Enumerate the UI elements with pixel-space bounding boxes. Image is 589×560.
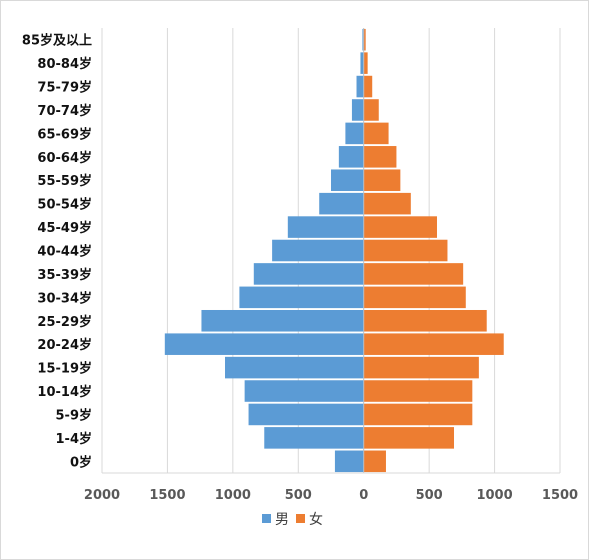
bar-male bbox=[201, 309, 364, 332]
bar-female bbox=[363, 75, 373, 98]
x-tick-label: 500 bbox=[416, 488, 443, 503]
bar-male bbox=[345, 122, 364, 145]
bars bbox=[164, 28, 504, 473]
y-tick-label: 85岁及以上 bbox=[22, 33, 92, 49]
y-tick-label: 25-29岁 bbox=[37, 314, 92, 330]
bar-female bbox=[363, 333, 504, 355]
y-tick-label: 80-84岁 bbox=[37, 56, 92, 72]
bar-female bbox=[363, 52, 368, 74]
y-tick-label: 70-74岁 bbox=[37, 103, 92, 119]
bar-female bbox=[363, 169, 401, 192]
bar-female bbox=[363, 239, 448, 262]
y-tick-label: 60-64岁 bbox=[37, 150, 92, 166]
y-tick-label: 45-49岁 bbox=[37, 220, 92, 236]
bar-female bbox=[363, 356, 479, 379]
y-tick-label: 15-19岁 bbox=[37, 361, 92, 377]
bar-male bbox=[264, 427, 364, 449]
bar-male bbox=[362, 28, 364, 51]
bar-male bbox=[351, 99, 364, 121]
bar-male bbox=[225, 356, 364, 379]
y-tick-label: 20-24岁 bbox=[37, 337, 92, 353]
bar-female bbox=[363, 192, 411, 215]
axis-lines bbox=[102, 28, 560, 474]
y-axis-labels: 0岁 1-4岁 5-9岁 10-14岁 15-19岁 20-24岁 25-29岁 30-34岁… bbox=[22, 33, 92, 471]
x-tick-label: 500 bbox=[285, 488, 312, 503]
bar-female bbox=[363, 263, 464, 285]
bar-male bbox=[338, 146, 364, 168]
bar-female bbox=[363, 146, 397, 168]
bar-male bbox=[253, 263, 364, 285]
bar-female bbox=[363, 99, 379, 121]
bar-male bbox=[331, 169, 364, 192]
x-tick-label: 2000 bbox=[84, 488, 120, 503]
bar-female bbox=[363, 122, 389, 145]
bar-male bbox=[244, 380, 364, 402]
bar-female bbox=[363, 403, 473, 426]
legend-swatch bbox=[262, 514, 271, 523]
y-tick-label: 40-44岁 bbox=[37, 244, 92, 260]
y-tick-label: 75-79岁 bbox=[37, 80, 92, 96]
bar-male bbox=[319, 192, 364, 215]
x-tick-label: 1000 bbox=[215, 488, 251, 503]
y-tick-label: 50-54岁 bbox=[37, 197, 92, 213]
bar-male bbox=[334, 450, 364, 473]
y-tick-label: 1-4岁 bbox=[56, 431, 93, 447]
legend-label: 女 bbox=[309, 511, 323, 528]
legend-label: 男 bbox=[275, 512, 289, 528]
y-tick-label: 65-69岁 bbox=[37, 126, 92, 142]
bar-male bbox=[239, 286, 364, 309]
x-tick-label: 1000 bbox=[476, 488, 512, 503]
bar-male bbox=[248, 403, 364, 426]
y-tick-label: 0岁 bbox=[70, 454, 92, 470]
bar-female bbox=[363, 450, 386, 473]
y-tick-label: 5-9岁 bbox=[56, 407, 93, 423]
y-tick-label: 30-34岁 bbox=[37, 290, 92, 306]
bar-male bbox=[287, 216, 364, 238]
y-tick-label: 35-39岁 bbox=[37, 267, 92, 283]
bar-male bbox=[360, 52, 364, 74]
legend: 男女 bbox=[262, 511, 323, 528]
x-tick-label: 1500 bbox=[149, 488, 185, 503]
bar-female bbox=[363, 216, 437, 238]
legend-item: 女 bbox=[296, 511, 323, 528]
bar-female bbox=[363, 28, 366, 51]
bar-female bbox=[363, 309, 487, 332]
y-tick-label: 55-59岁 bbox=[37, 173, 92, 189]
bar-female bbox=[363, 380, 473, 402]
x-tick-label: 1500 bbox=[542, 488, 578, 503]
bar-male bbox=[164, 333, 364, 355]
bar-female bbox=[363, 286, 466, 309]
legend-item: 男 bbox=[262, 512, 289, 528]
x-axis-labels: 2000 1500 1000 500 0 500 1000 1500 bbox=[84, 488, 578, 503]
x-tick-label: 0 bbox=[359, 488, 368, 503]
bar-male bbox=[272, 239, 364, 262]
y-tick-label: 10-14岁 bbox=[37, 384, 92, 400]
legend-swatch bbox=[296, 514, 305, 523]
bar-female bbox=[363, 427, 455, 449]
bar-male bbox=[356, 75, 364, 98]
